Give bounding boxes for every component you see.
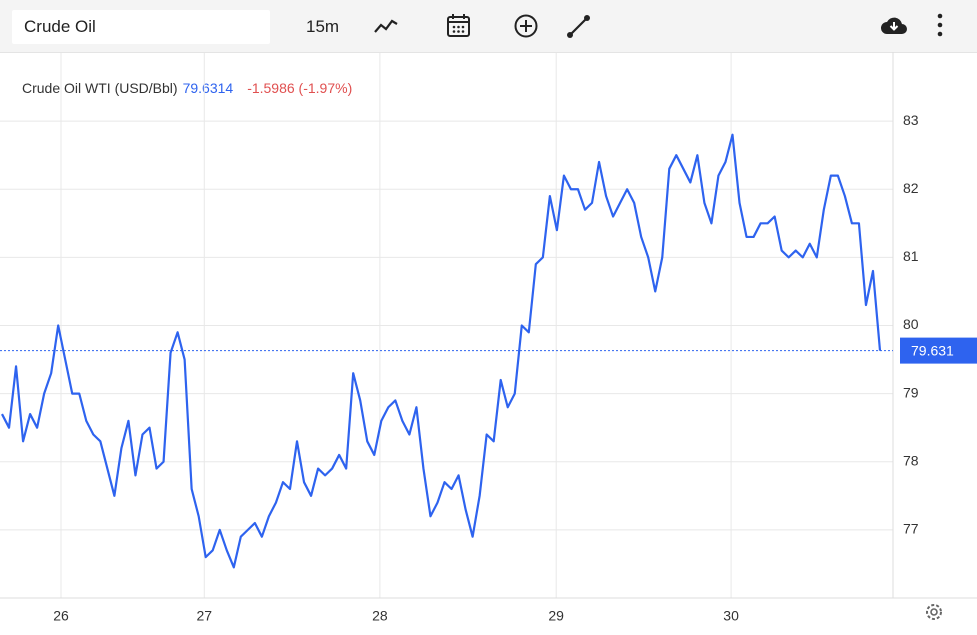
y-tick-label: 79	[903, 384, 919, 400]
x-tick-label: 26	[53, 608, 69, 624]
y-tick-label: 78	[903, 452, 919, 468]
instrument-name: Crude Oil WTI (USD/Bbl)	[22, 80, 178, 96]
y-tick-label: 77	[903, 521, 919, 537]
toolbar: Crude Oil 15m	[0, 0, 977, 53]
search-box[interactable]: Crude Oil	[12, 10, 270, 44]
download-icon[interactable]	[879, 12, 909, 40]
price-tag-label: 79.631	[911, 342, 954, 358]
x-tick-label: 29	[548, 608, 564, 624]
x-tick-label: 28	[372, 608, 388, 624]
price-line	[1, 133, 882, 569]
y-tick-label: 80	[903, 316, 919, 332]
change-text: -1.5986 (-1.97%)	[247, 80, 352, 96]
chart: Crude Oil WTI (USD/Bbl) 79.6314 -1.5986 (-…	[0, 52, 977, 624]
chart-title: Crude Oil WTI (USD/Bbl) 79.6314 -1.5986 (-…	[22, 80, 352, 96]
y-tick-label: 83	[903, 112, 919, 128]
chart-type-icon[interactable]	[372, 12, 400, 40]
price-tag	[900, 337, 977, 364]
y-tick-label: 81	[903, 248, 919, 264]
add-icon[interactable]	[512, 12, 540, 40]
x-tick-label: 27	[197, 608, 213, 624]
settings-icon[interactable]	[926, 604, 942, 620]
menu-icon[interactable]	[930, 12, 950, 40]
calendar-icon[interactable]	[445, 12, 473, 40]
interval-button[interactable]: 15m	[306, 17, 340, 36]
draw-icon[interactable]	[565, 12, 593, 40]
price-text: 79.6314	[183, 80, 234, 96]
x-tick-label: 30	[723, 608, 739, 624]
y-tick-label: 82	[903, 180, 919, 196]
